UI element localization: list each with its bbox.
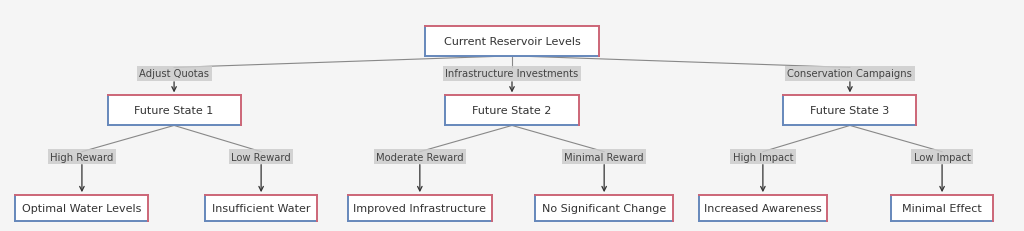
FancyBboxPatch shape xyxy=(348,195,492,221)
FancyBboxPatch shape xyxy=(15,195,148,221)
Text: Adjust Quotas: Adjust Quotas xyxy=(139,69,209,79)
Text: Future State 3: Future State 3 xyxy=(810,106,890,116)
Text: Minimal Reward: Minimal Reward xyxy=(564,152,644,162)
Text: Increased Awareness: Increased Awareness xyxy=(705,203,821,213)
FancyBboxPatch shape xyxy=(205,195,317,221)
FancyBboxPatch shape xyxy=(108,96,241,126)
Text: Insufficient Water: Insufficient Water xyxy=(212,203,310,213)
Text: High Impact: High Impact xyxy=(732,152,794,162)
FancyBboxPatch shape xyxy=(891,195,993,221)
FancyBboxPatch shape xyxy=(445,96,579,126)
FancyBboxPatch shape xyxy=(698,195,827,221)
FancyBboxPatch shape xyxy=(783,96,916,126)
Text: Future State 1: Future State 1 xyxy=(134,106,214,116)
Text: Moderate Reward: Moderate Reward xyxy=(376,152,464,162)
FancyBboxPatch shape xyxy=(425,27,599,57)
Text: Optimal Water Levels: Optimal Water Levels xyxy=(23,203,141,213)
Text: Infrastructure Investments: Infrastructure Investments xyxy=(445,69,579,79)
Text: Current Reservoir Levels: Current Reservoir Levels xyxy=(443,36,581,47)
FancyBboxPatch shape xyxy=(535,195,674,221)
Text: Conservation Campaigns: Conservation Campaigns xyxy=(787,69,912,79)
Text: High Reward: High Reward xyxy=(50,152,114,162)
Text: Future State 2: Future State 2 xyxy=(472,106,552,116)
Text: Low Reward: Low Reward xyxy=(231,152,291,162)
Text: Low Impact: Low Impact xyxy=(913,152,971,162)
Text: No Significant Change: No Significant Change xyxy=(542,203,667,213)
Text: Minimal Effect: Minimal Effect xyxy=(902,203,982,213)
Text: Improved Infrastructure: Improved Infrastructure xyxy=(353,203,486,213)
